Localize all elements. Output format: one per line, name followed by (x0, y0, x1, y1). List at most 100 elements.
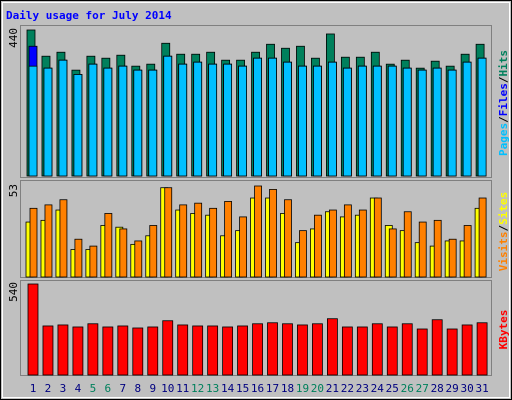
x-tick-label: 8 (134, 382, 141, 395)
bar (356, 326, 368, 376)
legend: KBytes (497, 310, 510, 350)
bar (164, 187, 173, 278)
bar (417, 69, 427, 177)
bar (269, 189, 277, 278)
bar (223, 63, 233, 177)
bar (433, 219, 442, 278)
bar (314, 214, 322, 278)
bar (416, 328, 428, 376)
bar (103, 67, 113, 177)
bar (163, 55, 173, 177)
legend-entry: KBytes (497, 310, 510, 350)
bar (74, 238, 83, 278)
x-tick-label: 9 (149, 382, 156, 395)
panel-frame (20, 25, 492, 178)
x-tick-label: 20 (311, 382, 324, 395)
bar (149, 225, 158, 278)
legend-separator: / (497, 225, 510, 232)
x-tick-label: 12 (191, 382, 204, 395)
bar (239, 216, 247, 278)
panel-frame (20, 280, 492, 376)
bar (463, 225, 472, 278)
x-tick-label: 15 (236, 382, 249, 395)
bar (252, 323, 263, 376)
bar (401, 323, 413, 376)
legend: Visits/Sites (497, 192, 510, 272)
bar (87, 323, 99, 376)
legend-entry: Hits (497, 50, 510, 77)
bar (118, 65, 128, 177)
bar (283, 61, 292, 177)
panel-frame (20, 180, 492, 278)
x-tick-label: 29 (446, 382, 459, 395)
bar (267, 322, 278, 376)
legend-entry: Visits (497, 232, 510, 272)
legend-entry: Pages (497, 123, 510, 156)
bar (134, 240, 143, 278)
bar (462, 61, 472, 177)
x-tick-label: 17 (266, 382, 279, 395)
x-tick-label: 19 (296, 382, 309, 395)
bar (254, 185, 262, 278)
bar (328, 209, 337, 278)
bar (268, 57, 277, 177)
bar (27, 283, 39, 376)
bar (313, 65, 322, 177)
x-tick-label: 25 (386, 382, 399, 395)
bar (102, 326, 114, 376)
bar (446, 328, 458, 376)
bar (431, 319, 443, 376)
bar (177, 324, 189, 376)
legend-entry: Sites (497, 192, 510, 225)
legend: Pages/Files/Hits (497, 50, 510, 156)
x-tick-label: 2 (45, 382, 52, 395)
bar (478, 197, 487, 278)
x-tick-label: 10 (161, 382, 174, 395)
x-tick-label: 14 (221, 382, 235, 395)
x-tick-label: 11 (176, 382, 189, 395)
bar (476, 322, 488, 376)
bar (432, 67, 442, 177)
x-tick-label: 23 (356, 382, 369, 395)
legend-separator: / (497, 76, 510, 83)
bar (194, 202, 203, 278)
bar (57, 324, 69, 376)
bar (357, 65, 367, 177)
x-tick-label: 31 (475, 382, 488, 395)
bar (371, 323, 383, 376)
bar (209, 207, 218, 278)
bar (207, 325, 219, 376)
bar (299, 230, 307, 278)
bar (89, 245, 98, 278)
bar (73, 74, 83, 177)
bar (447, 69, 457, 177)
bar (326, 318, 338, 376)
bar (373, 197, 382, 278)
x-tick-label: 1 (30, 382, 37, 395)
bar (237, 325, 248, 376)
bar (358, 209, 367, 278)
legend-separator: / (497, 116, 510, 123)
x-tick-label: 27 (416, 382, 429, 395)
x-tick-label: 16 (251, 382, 264, 395)
x-tick-label: 28 (431, 382, 444, 395)
bar (179, 204, 188, 278)
x-tick-label: 6 (105, 382, 112, 395)
x-tick-label: 24 (371, 382, 385, 395)
bar (341, 326, 353, 376)
bar (282, 323, 293, 376)
bar (42, 325, 54, 376)
x-tick-label: 7 (120, 382, 127, 395)
bar (327, 61, 337, 177)
bar (72, 326, 84, 376)
bar (104, 213, 113, 278)
y-tick-label: 440 (7, 28, 20, 48)
bar (387, 65, 397, 177)
bar (162, 320, 174, 376)
bar (222, 326, 234, 376)
bar (253, 57, 262, 177)
bar (403, 211, 412, 278)
bar (148, 69, 158, 177)
x-tick-label: 5 (90, 382, 97, 395)
